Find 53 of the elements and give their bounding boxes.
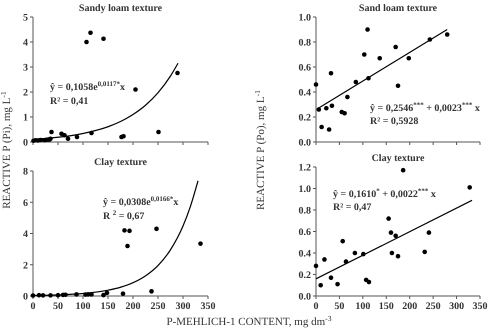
y-tick-label: 1.2 — [298, 162, 311, 174]
x-tick-label: 100 — [76, 301, 90, 312]
chart-title: Sandy loam texture — [78, 3, 163, 14]
annotation: ŷ = 0,1058e$^{0,0117*}$x — [50, 80, 126, 93]
y-tick-label: 0.6 — [298, 227, 311, 238]
x-tick-label: 200 — [402, 301, 418, 312]
y-tick-label: 2 — [23, 88, 28, 98]
y-tick-label: 8 — [23, 166, 28, 178]
y-tick-label: 0.2 — [298, 270, 311, 281]
y-tick-label: 2 — [23, 260, 28, 272]
x-tick-label: 50 — [334, 301, 344, 312]
annotation: R $^{2}$ = 0,67 — [103, 209, 144, 222]
y-tick-label: 0.4 — [298, 88, 311, 98]
y-tick-label: 3 — [23, 62, 28, 74]
y-tick-label: 0.4 — [298, 248, 311, 260]
annotation: R² = 0,5928 — [370, 116, 418, 127]
x-tick-label: 350 — [200, 301, 216, 312]
y-tick-label: 0.8 — [298, 38, 311, 48]
x-tick-label: 300 — [176, 301, 190, 312]
annotation: R² = 0,41 — [50, 96, 88, 107]
annotation: ŷ = 0,0308e$^{0,0166*}$x — [103, 195, 178, 208]
x-tick-label: 150 — [100, 301, 116, 312]
annotation: ŷ = 0,1610$^{*}$ + 0,0022$^{***}$ x — [333, 187, 436, 200]
y-tick-label: 0 — [23, 292, 28, 302]
annotation: R² = 0,47 — [333, 202, 372, 213]
x-tick-label: 300 — [449, 301, 464, 312]
x-tick-label: 350 — [472, 301, 488, 312]
y-tick-label: 1 — [23, 112, 28, 124]
x-tick-label: 250 — [150, 301, 166, 312]
y-tick-label: 5 — [23, 12, 28, 24]
y-tick-label: 0.2 — [298, 112, 311, 124]
y-tick-label: 1.0 — [298, 184, 311, 195]
chart-title: Sand loam texture — [358, 3, 438, 14]
x-tick-label: 100 — [355, 301, 370, 312]
x-tick-label: 200 — [126, 301, 140, 312]
chart-title: Clay texture — [94, 157, 148, 168]
y-tick-label: 4 — [23, 229, 28, 240]
chart-title: Clay texture — [372, 153, 425, 164]
y-tick-label: 1.0 — [298, 12, 311, 24]
y-tick-label: 4 — [23, 38, 28, 48]
y-tick-label: 0.0 — [298, 138, 311, 148]
annotation: ŷ = 0,2546$^{***}$ + 0,0023$^{***}$ x — [370, 101, 480, 114]
y-tick-label: 0.8 — [298, 206, 311, 216]
x-tick-label: 150 — [378, 301, 394, 312]
x-tick-label: 50 — [53, 301, 63, 312]
x-axis-title: P-MEHLICH-1 CONTENT, mg dm$^{-3}$ — [166, 314, 332, 328]
x-tick-label: 250 — [426, 301, 441, 312]
y-tick-label: 0.6 — [298, 62, 311, 74]
y-tick-label: 0.0 — [298, 292, 311, 302]
y-tick-label: 6 — [23, 198, 28, 209]
x-tick-label: 0 — [314, 301, 318, 312]
y-tick-label: 0 — [23, 138, 28, 148]
x-tick-label: 0 — [30, 301, 36, 312]
